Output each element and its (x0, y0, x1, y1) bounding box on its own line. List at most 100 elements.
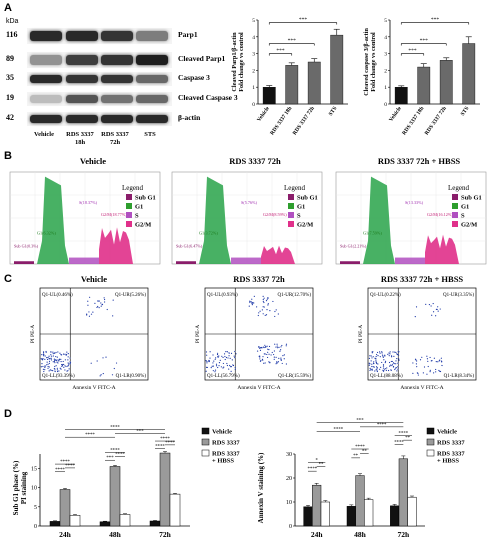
event-dot (381, 351, 383, 353)
x-tick-label: Vehicle (256, 105, 271, 123)
event-dot (218, 362, 221, 364)
event-dot (267, 303, 269, 305)
blot-strip (27, 28, 172, 44)
legend-title: Legend (122, 184, 143, 192)
bar (307, 61, 321, 105)
event-dot (50, 354, 52, 356)
blot-lane-label-line: 18h (74, 139, 86, 146)
bar (364, 499, 374, 527)
event-dot (436, 308, 438, 311)
event-dot (277, 313, 279, 315)
gate-label: S(18.37%) (79, 200, 98, 205)
event-dot (67, 356, 69, 358)
event-dot (440, 360, 443, 362)
event-dot (438, 369, 440, 372)
x-tick-label: 24h (311, 530, 324, 539)
event-dot (372, 356, 374, 358)
blot-band (136, 55, 168, 65)
y-tick-label: 0 (289, 524, 292, 530)
quadrant-lr-label: Q1-LR(0.90%) (116, 374, 147, 379)
event-dot (285, 343, 288, 345)
event-dot (55, 365, 57, 367)
blot-band (30, 55, 62, 65)
y-tick-label: 3 (252, 52, 255, 58)
event-dot (41, 354, 43, 356)
legend-swatch (288, 212, 294, 218)
event-dot (234, 357, 236, 359)
event-dot (55, 351, 57, 354)
gate-label: G1(7.59%) (363, 231, 382, 236)
gate-label: Sub G1(0.3%) (14, 243, 39, 248)
event-dot (65, 354, 67, 356)
kda-unit: kDa (6, 18, 19, 25)
event-dot (382, 367, 385, 369)
event-dot (390, 360, 392, 363)
x-axis-title: Annexin V FITC-A (72, 385, 115, 391)
event-dot (228, 368, 230, 370)
y-tick-label: 2 (252, 68, 255, 74)
blot-band (30, 74, 62, 84)
quadrant-ll-label: Q1-LL(93.39%) (42, 374, 75, 379)
significance-label: **** (160, 437, 170, 442)
event-dot (47, 356, 49, 359)
blot-lane-label: RDS 3337 72h (95, 131, 135, 147)
event-dot (389, 365, 391, 367)
legend-label: S (135, 213, 139, 220)
event-dot (67, 364, 70, 366)
legend-label: RDS 3337 (437, 440, 465, 447)
event-dot (265, 346, 267, 348)
blot-protein-label: Parp1 (178, 30, 198, 39)
event-dot (230, 370, 232, 373)
event-dot (268, 349, 270, 351)
event-dot (44, 355, 46, 357)
bar (119, 514, 131, 527)
event-dot (56, 367, 58, 369)
event-dot (234, 368, 236, 371)
g2m-peak (425, 234, 459, 264)
event-dot (46, 358, 49, 361)
event-dot (42, 365, 44, 368)
event-dot (265, 314, 268, 316)
event-dot (69, 361, 71, 363)
event-dot (50, 359, 53, 361)
event-dot (264, 362, 266, 364)
significance-label: *** (136, 429, 144, 434)
bar (320, 501, 330, 527)
event-dot (226, 362, 228, 365)
gate-label: G2/M(18.77%) (101, 212, 127, 217)
x-tick-label: 24h (59, 530, 72, 539)
event-dot (258, 312, 260, 314)
event-dot (384, 354, 386, 356)
event-dot (56, 369, 59, 371)
event-dot (50, 355, 53, 357)
y-axis-title: PI PE-A (195, 325, 201, 344)
blot-band (136, 74, 168, 84)
event-dot (262, 306, 264, 308)
event-dot (373, 362, 375, 365)
event-dot (283, 354, 285, 356)
event-dot (54, 362, 56, 364)
event-dot (44, 369, 46, 371)
event-dot (368, 362, 370, 364)
event-dot (55, 359, 57, 362)
y-axis-title: PI PE-A (30, 325, 36, 344)
event-dot (432, 302, 434, 305)
significance-label: ** (353, 454, 358, 459)
histogram-title: Vehicle (80, 156, 106, 166)
event-dot (61, 365, 64, 367)
blot-band (30, 31, 62, 41)
significance-label: ** (362, 449, 367, 454)
legend-swatch (452, 194, 458, 200)
event-dot (211, 365, 213, 367)
event-dot (249, 301, 251, 304)
bar (109, 466, 121, 527)
event-dot (44, 358, 46, 360)
blot-band (101, 74, 133, 84)
s-phase-region (231, 257, 261, 264)
mw-marker: 116 (6, 30, 18, 39)
legend-label: Sub G1 (297, 195, 318, 202)
event-dot (67, 362, 69, 364)
blot-lane-label: RDS 3337 18h (60, 131, 100, 147)
event-dot (206, 360, 208, 363)
legend-swatch (201, 427, 210, 435)
